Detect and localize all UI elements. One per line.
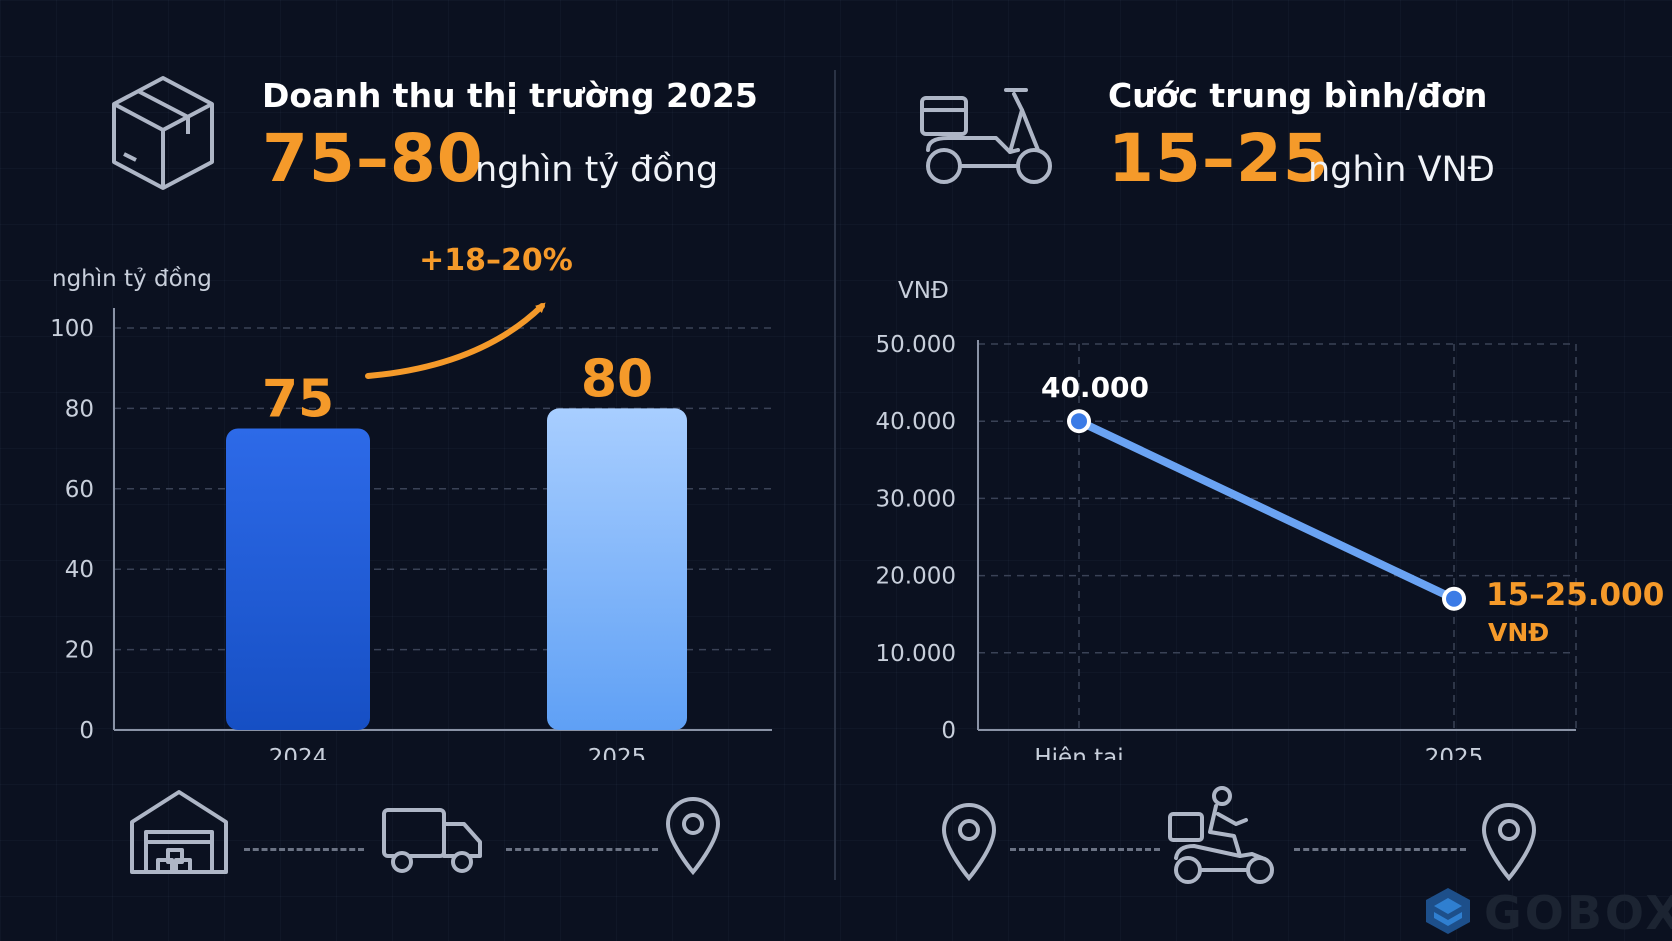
bar-chart-ylabel: nghìn tỷ đồng	[52, 266, 212, 292]
route-dash	[1294, 848, 1466, 851]
warehouse-icon	[128, 788, 230, 880]
x-tick-label: 2025	[588, 745, 647, 760]
gobox-logo-icon	[1424, 886, 1472, 940]
route-dash	[506, 848, 658, 851]
y-tick-label: 20.000	[876, 564, 956, 590]
route-dash	[1010, 848, 1160, 851]
section-divider	[834, 70, 836, 880]
y-tick-label: 40	[65, 557, 94, 583]
left-header-unit: nghìn tỷ đồng	[475, 150, 719, 190]
y-tick-label: 100	[50, 316, 94, 342]
bar-chart: 0 20 40 60 80 100 75 2024 80 2025 +18–20%	[50, 243, 772, 760]
bar-value-label: 80	[581, 349, 653, 409]
left-header-title: Doanh thu thị trường 2025	[262, 76, 758, 115]
left-header-value: 75–80	[262, 120, 484, 197]
y-tick-label: 50.000	[876, 332, 956, 358]
right-header-title: Cước trung bình/đơn	[1108, 76, 1488, 115]
line-chart-ylabel: VNĐ	[898, 278, 949, 304]
series-line	[1075, 417, 1458, 603]
delivery-scooter-icon	[918, 80, 1060, 196]
y-tick-label: 20	[65, 638, 94, 664]
route-dash	[244, 848, 364, 851]
y-tick-label: 30.000	[876, 486, 956, 512]
x-tick-label: Hiện tại	[1034, 745, 1123, 760]
delivery-rider-icon	[1166, 784, 1278, 890]
y-tick-label: 0	[79, 718, 94, 744]
location-pin-icon	[940, 802, 998, 886]
bar-value-label: 75	[262, 370, 334, 430]
x-tick-label: 2025	[1425, 745, 1484, 760]
bar-2024	[226, 428, 370, 730]
truck-icon	[380, 806, 486, 880]
gobox-logo-text: GOBOX	[1484, 886, 1672, 940]
point-label: 15–25.000	[1486, 577, 1664, 613]
point-label: 40.000	[1041, 371, 1149, 404]
y-tick-label: 80	[65, 396, 94, 422]
line-chart: 0 10.000 20.000 30.000 40.000 50.000 Hiện tại 2…	[876, 332, 1665, 760]
data-point	[1071, 413, 1087, 430]
location-pin-icon	[664, 796, 722, 880]
right-header-value: 15–25	[1108, 120, 1330, 197]
location-pin-icon	[1480, 802, 1538, 886]
y-tick-label: 40.000	[876, 409, 956, 435]
y-tick-label: 10.000	[876, 641, 956, 667]
data-point	[1446, 590, 1462, 607]
box-icon	[108, 72, 218, 198]
y-tick-label: 0	[941, 718, 956, 744]
x-tick-label: 2024	[269, 745, 328, 760]
point-label-unit: VNĐ	[1488, 618, 1549, 647]
growth-arrow	[365, 302, 546, 379]
y-tick-label: 60	[65, 477, 94, 503]
growth-annotation: +18–20%	[419, 243, 573, 278]
right-header-unit: nghìn VNĐ	[1308, 150, 1495, 190]
bar-2025	[547, 408, 687, 730]
